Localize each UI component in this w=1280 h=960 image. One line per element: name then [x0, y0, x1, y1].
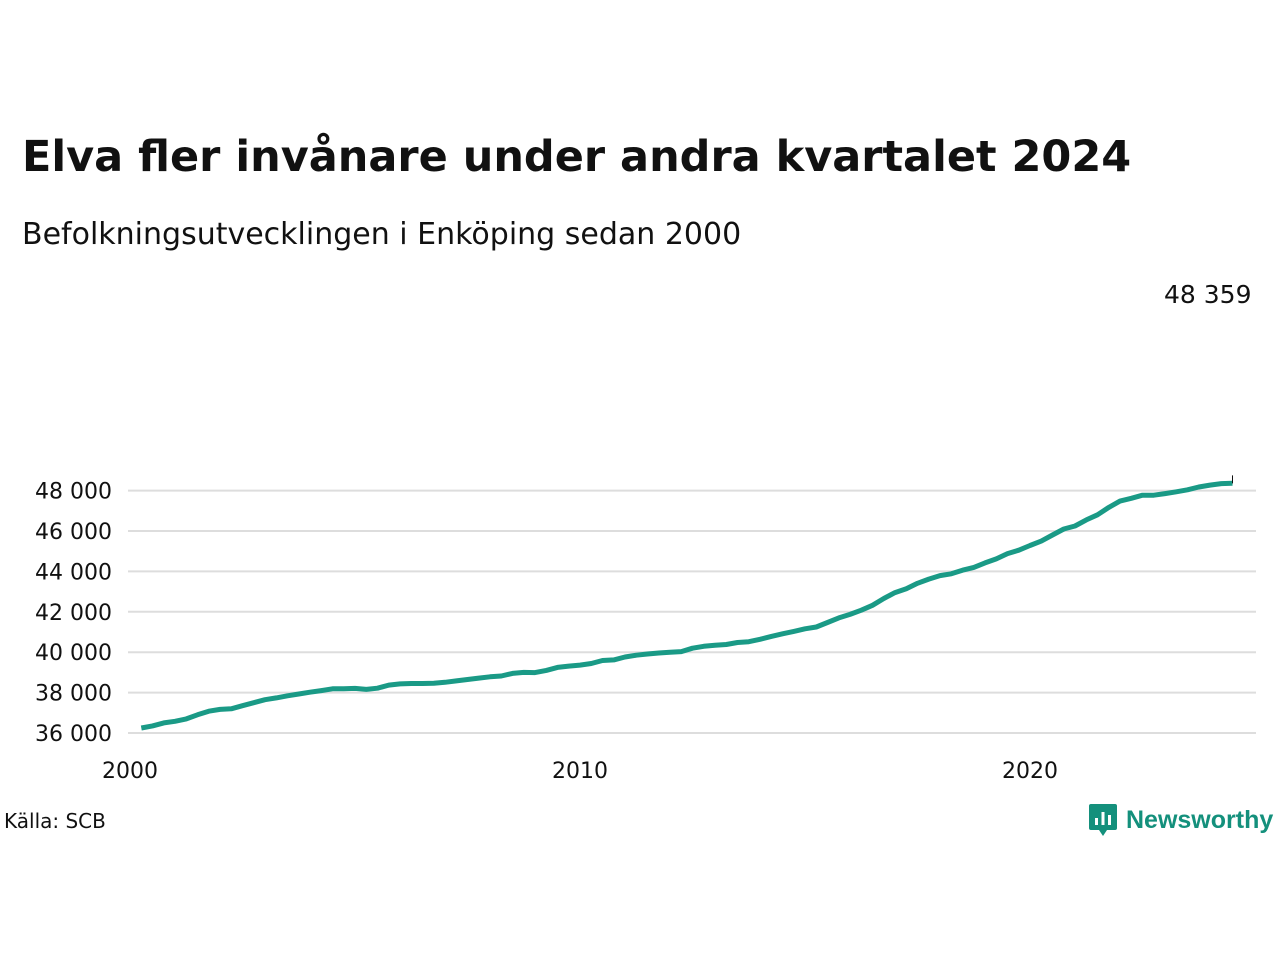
chart-title: Elva fler invånare under andra kvartalet… — [22, 132, 1132, 182]
x-tick-label: 2020 — [1002, 759, 1058, 784]
source-note: Källa: SCB — [4, 809, 106, 833]
y-axis-tick-labels: 36 000 38 000 40 000 42 000 44 000 46 000 48 0… — [35, 480, 112, 747]
grid-lines — [128, 489, 1256, 734]
x-axis-tick-labels: 2000 2010 2020 — [102, 759, 1058, 784]
y-tick-label: 40 000 — [35, 641, 112, 666]
x-tick-label: 2000 — [102, 759, 158, 784]
brand-logo: Newsworthy — [1088, 803, 1273, 837]
series-line — [140, 480, 1233, 731]
y-tick-label: 38 000 — [35, 682, 112, 707]
x-tick-label: 2010 — [552, 759, 608, 784]
annotation-layer: 48 359 — [1164, 280, 1252, 484]
y-tick-label: 46 000 — [35, 520, 112, 545]
newsworthy-logo-icon — [1089, 804, 1117, 836]
y-tick-label: 36 000 — [35, 722, 112, 747]
y-tick-label: 44 000 — [35, 560, 112, 585]
chart-subtitle: Befolkningsutvecklingen i Enköping sedan… — [22, 217, 742, 252]
end-value-label: 48 359 — [1164, 280, 1251, 309]
y-tick-label: 48 000 — [35, 480, 112, 505]
brand-name: Newsworthy — [1126, 805, 1274, 834]
y-tick-label: 42 000 — [35, 601, 112, 626]
series-layer — [140, 480, 1233, 731]
